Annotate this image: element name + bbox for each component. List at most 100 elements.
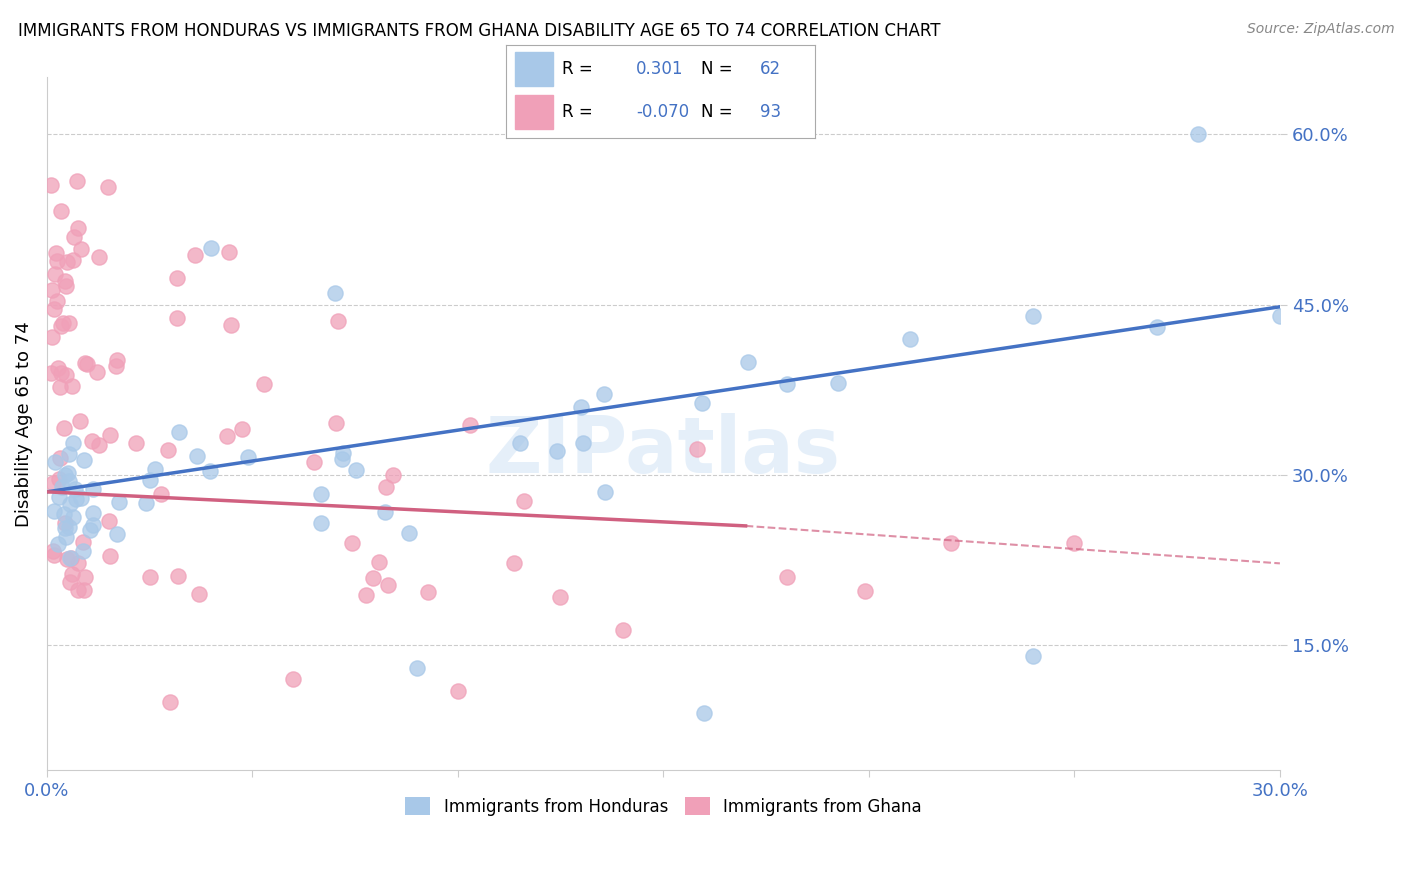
Point	[325, 416, 347, 430]
Point	[236, 450, 259, 464]
Point	[377, 577, 399, 591]
Point	[49, 203, 72, 218]
Point	[105, 527, 128, 541]
Point	[513, 494, 536, 508]
Point	[143, 461, 166, 475]
Point	[46, 537, 69, 551]
Point	[149, 487, 172, 501]
Point	[776, 570, 799, 584]
Point	[374, 480, 396, 494]
Point	[125, 436, 148, 450]
Point	[62, 230, 84, 244]
Point	[776, 376, 799, 391]
Point	[42, 548, 65, 562]
Point	[330, 451, 353, 466]
Point	[45, 294, 67, 309]
Point	[97, 179, 120, 194]
Text: 93: 93	[759, 103, 780, 121]
Point	[159, 695, 181, 709]
Point	[108, 495, 131, 509]
Point	[167, 569, 190, 583]
Text: IMMIGRANTS FROM HONDURAS VS IMMIGRANTS FROM GHANA DISABILITY AGE 65 TO 74 CORREL: IMMIGRANTS FROM HONDURAS VS IMMIGRANTS F…	[18, 22, 941, 40]
Point	[361, 571, 384, 585]
Point	[135, 496, 157, 510]
Point	[55, 368, 77, 382]
Point	[66, 582, 89, 597]
Point	[60, 567, 83, 582]
Point	[49, 451, 72, 466]
Point	[73, 583, 96, 598]
Point	[939, 536, 962, 550]
Point	[304, 455, 326, 469]
Point	[55, 279, 77, 293]
Point	[509, 436, 531, 450]
Point	[693, 706, 716, 721]
Point	[105, 352, 128, 367]
Point	[332, 445, 354, 459]
Point	[66, 174, 89, 188]
Point	[1063, 536, 1085, 550]
Point	[215, 429, 238, 443]
Point	[58, 317, 80, 331]
Point	[51, 480, 73, 494]
Point	[685, 442, 707, 456]
Point	[1187, 127, 1209, 141]
Point	[1022, 649, 1045, 664]
Point	[72, 544, 94, 558]
Point	[52, 421, 75, 435]
Point	[283, 672, 305, 686]
Point	[44, 504, 66, 518]
Point	[58, 474, 80, 488]
Point	[75, 356, 97, 370]
Point	[166, 271, 188, 285]
Point	[458, 418, 481, 433]
Point	[51, 366, 73, 380]
Point	[98, 549, 121, 563]
Point	[42, 302, 65, 317]
Point	[612, 623, 634, 637]
Point	[138, 473, 160, 487]
Bar	[516, 52, 553, 86]
Point	[737, 355, 759, 369]
Point	[344, 463, 367, 477]
Point	[167, 425, 190, 440]
Point	[42, 475, 65, 490]
Point	[184, 248, 207, 262]
Point	[69, 414, 91, 428]
Text: ZIPatlas: ZIPatlas	[486, 413, 841, 490]
Point	[1268, 309, 1291, 323]
Point	[200, 241, 222, 255]
Point	[354, 588, 377, 602]
Point	[48, 380, 70, 394]
Point	[39, 366, 62, 380]
Point	[231, 421, 253, 435]
Point	[80, 434, 103, 448]
Point	[62, 252, 84, 267]
Y-axis label: Disability Age 65 to 74: Disability Age 65 to 74	[15, 321, 32, 526]
Point	[328, 314, 350, 328]
Legend: Immigrants from Honduras, Immigrants from Ghana: Immigrants from Honduras, Immigrants fro…	[396, 789, 929, 824]
Point	[1146, 320, 1168, 334]
Text: R =: R =	[562, 103, 598, 121]
Point	[41, 329, 63, 343]
Point	[56, 551, 79, 566]
Point	[447, 683, 470, 698]
Point	[82, 518, 104, 533]
Point	[546, 443, 568, 458]
Point	[41, 283, 63, 297]
Point	[55, 530, 77, 544]
Point	[48, 472, 70, 486]
Point	[70, 242, 93, 256]
Point	[166, 310, 188, 325]
Point	[56, 467, 79, 481]
Text: R =: R =	[562, 60, 592, 78]
Point	[39, 178, 62, 192]
Point	[58, 519, 80, 533]
Point	[72, 534, 94, 549]
Point	[827, 376, 849, 390]
Point	[58, 447, 80, 461]
Point	[79, 523, 101, 537]
Point	[138, 570, 160, 584]
Point	[593, 484, 616, 499]
Point	[63, 482, 86, 496]
